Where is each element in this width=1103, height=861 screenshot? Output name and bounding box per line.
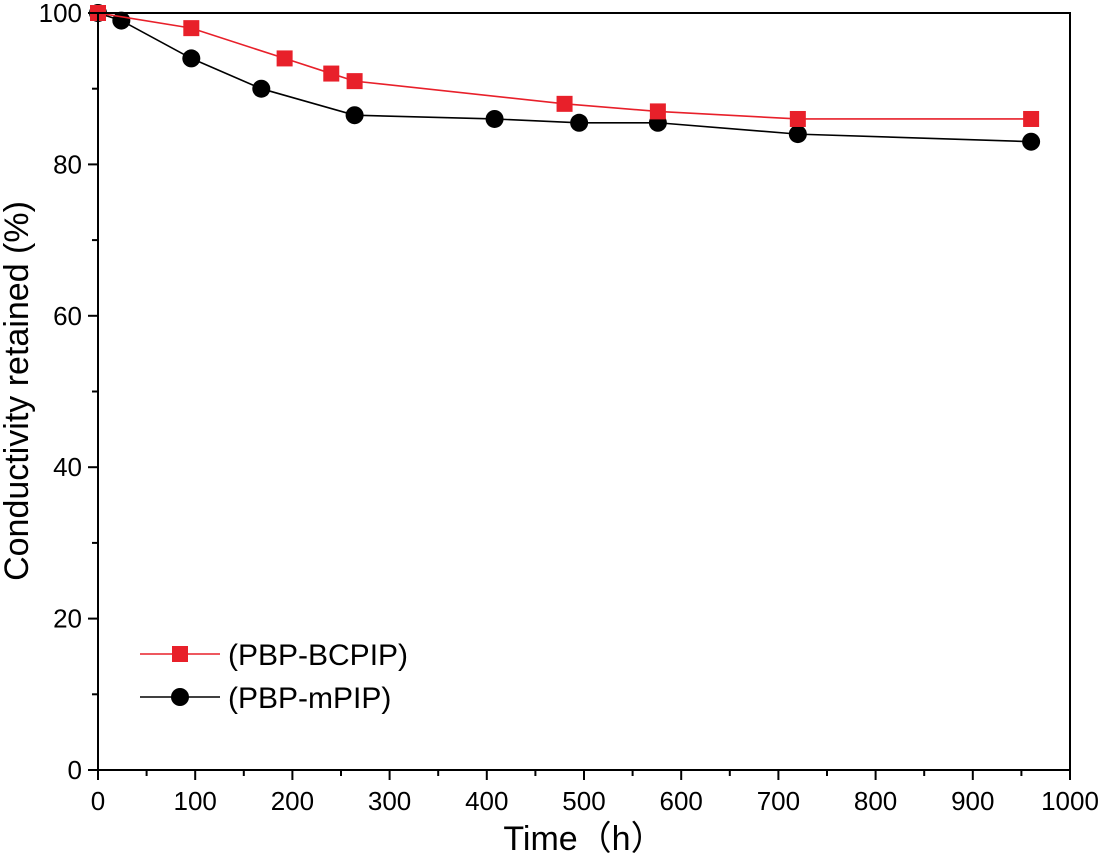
y-axis-title: Conductivity retained (%) xyxy=(0,201,36,581)
data-point xyxy=(252,79,271,98)
series-pbp-mpip xyxy=(89,4,1041,151)
x-tick-label-600: 600 xyxy=(660,786,703,816)
data-point xyxy=(323,65,340,82)
data-point xyxy=(182,49,201,68)
y-tick-label-100: 100 xyxy=(39,0,82,28)
data-point xyxy=(112,11,131,30)
data-point xyxy=(570,113,589,132)
x-axis-title: Time（h） xyxy=(503,820,664,856)
x-tick-label-800: 800 xyxy=(854,786,897,816)
legend-item: (PBP-mPIP) xyxy=(140,682,391,715)
data-point xyxy=(345,106,364,125)
legend-item: (PBP-BCPIP) xyxy=(140,639,408,672)
data-point xyxy=(1022,132,1041,151)
data-point xyxy=(789,110,806,127)
legend-marker xyxy=(172,646,188,662)
y-tick-label-60: 60 xyxy=(53,301,82,331)
x-tick-label-400: 400 xyxy=(465,786,508,816)
data-point xyxy=(276,50,293,67)
series-pbp-bcpip xyxy=(90,5,1040,127)
y-tick-label-20: 20 xyxy=(53,604,82,634)
data-point xyxy=(788,125,807,144)
y-tick-label-0: 0 xyxy=(68,755,82,785)
legend-label: (PBP-BCPIP) xyxy=(228,639,408,672)
x-tick-label-200: 200 xyxy=(271,786,314,816)
data-point xyxy=(1023,110,1040,127)
data-point xyxy=(649,103,666,120)
legend-marker xyxy=(171,688,189,706)
axes-layer: 0 100 200 300 400 500 600 700 800 900 1000 0 20 40 60 8… xyxy=(39,0,1099,816)
x-tick-label-500: 500 xyxy=(562,786,605,816)
data-point xyxy=(485,109,504,128)
x-tick-label-300: 300 xyxy=(368,786,411,816)
x-tick-label-700: 700 xyxy=(757,786,800,816)
legend-label: (PBP-mPIP) xyxy=(228,682,391,715)
data-point xyxy=(183,20,200,37)
series-layer xyxy=(89,4,1041,151)
series-line xyxy=(97,12,1032,143)
legend: (PBP-BCPIP) (PBP-mPIP) xyxy=(140,639,408,715)
y-tick-label-40: 40 xyxy=(53,452,82,482)
data-point xyxy=(556,95,573,112)
data-point xyxy=(346,73,363,90)
x-tick-label-900: 900 xyxy=(951,786,994,816)
y-tick-label-80: 80 xyxy=(53,149,82,179)
x-tick-label-0: 0 xyxy=(91,786,105,816)
x-tick-label-100: 100 xyxy=(174,786,217,816)
x-tick-label-1000: 1000 xyxy=(1041,786,1099,816)
